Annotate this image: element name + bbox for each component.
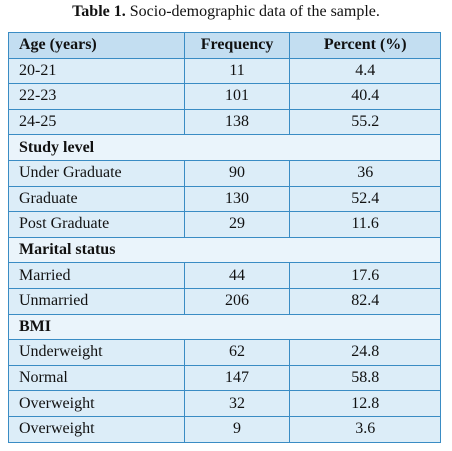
percent-cell: 12.8 xyxy=(289,390,441,417)
percent-cell: 52.4 xyxy=(289,185,441,213)
percent-cell: 17.6 xyxy=(289,262,441,289)
data-row: Normal 147 58.8 xyxy=(8,364,441,392)
data-row: 24-25 138 55.2 xyxy=(8,108,441,136)
frequency-cell: 11 xyxy=(183,57,291,85)
row-label: Underweight xyxy=(8,339,185,366)
section-row: Marital status xyxy=(8,236,441,264)
row-label: Normal xyxy=(8,364,185,392)
frequency-cell: 44 xyxy=(183,262,291,289)
percent-cell: 55.2 xyxy=(289,108,441,136)
frequency-cell: 90 xyxy=(183,159,291,187)
percent-cell: 82.4 xyxy=(289,287,441,315)
section-row: BMI xyxy=(8,313,441,341)
data-row: Under Graduate 90 36 xyxy=(8,159,441,187)
section-heading: BMI xyxy=(8,313,441,341)
data-row: Graduate 130 52.4 xyxy=(8,185,441,213)
header-cell: Percent (%) xyxy=(289,32,441,59)
caption-label: Table 1. xyxy=(72,3,126,20)
table-body: 20-21 11 4.4 22-23 101 40.4 24-25 138 55.2 Study … xyxy=(8,57,441,443)
table: Age (years) Frequency Percent (%) 20-21 1… xyxy=(8,32,441,443)
frequency-cell: 101 xyxy=(183,83,291,110)
frequency-cell: 138 xyxy=(183,108,291,136)
section-row: Study level xyxy=(8,134,441,161)
data-row: Overweight 32 12.8 xyxy=(8,390,441,417)
data-row: Unmarried 206 82.4 xyxy=(8,287,441,315)
row-label: Under Graduate xyxy=(8,159,185,187)
section-heading: Marital status xyxy=(8,236,441,264)
row-label: Overweight xyxy=(8,390,185,417)
caption-text: Socio-demographic data of the sample. xyxy=(129,3,380,20)
header-cell: Frequency xyxy=(183,32,291,59)
caption: Table 1. Socio-demographic data of the s… xyxy=(0,2,452,22)
row-label: 24-25 xyxy=(8,108,185,136)
percent-cell: 40.4 xyxy=(289,83,441,110)
data-row: 20-21 11 4.4 xyxy=(8,57,441,85)
percent-cell: 11.6 xyxy=(289,211,441,238)
data-row: Underweight 62 24.8 xyxy=(8,339,441,366)
row-label: Overweight xyxy=(8,415,185,443)
frequency-cell: 147 xyxy=(183,364,291,392)
frequency-cell: 206 xyxy=(183,287,291,315)
percent-cell: 3.6 xyxy=(289,415,441,443)
header-cell: Age (years) xyxy=(8,32,185,59)
percent-cell: 4.4 xyxy=(289,57,441,85)
percent-cell: 58.8 xyxy=(289,364,441,392)
frequency-cell: 130 xyxy=(183,185,291,213)
row-label: Post Graduate xyxy=(8,211,185,238)
row-label: 22-23 xyxy=(8,83,185,110)
row-label: Unmarried xyxy=(8,287,185,315)
data-row: Post Graduate 29 11.6 xyxy=(8,211,441,238)
row-label: 20-21 xyxy=(8,57,185,85)
frequency-cell: 62 xyxy=(183,339,291,366)
row-label: Married xyxy=(8,262,185,289)
frequency-cell: 32 xyxy=(183,390,291,417)
section-heading: Study level xyxy=(8,134,441,161)
percent-cell: 24.8 xyxy=(289,339,441,366)
header-row: Age (years) Frequency Percent (%) xyxy=(8,32,441,59)
data-row: Overweight 9 3.6 xyxy=(8,415,441,443)
row-label: Graduate xyxy=(8,185,185,213)
frequency-cell: 9 xyxy=(183,415,291,443)
data-row: 22-23 101 40.4 xyxy=(8,83,441,110)
data-row: Married 44 17.6 xyxy=(8,262,441,289)
frequency-cell: 29 xyxy=(183,211,291,238)
percent-cell: 36 xyxy=(289,159,441,187)
